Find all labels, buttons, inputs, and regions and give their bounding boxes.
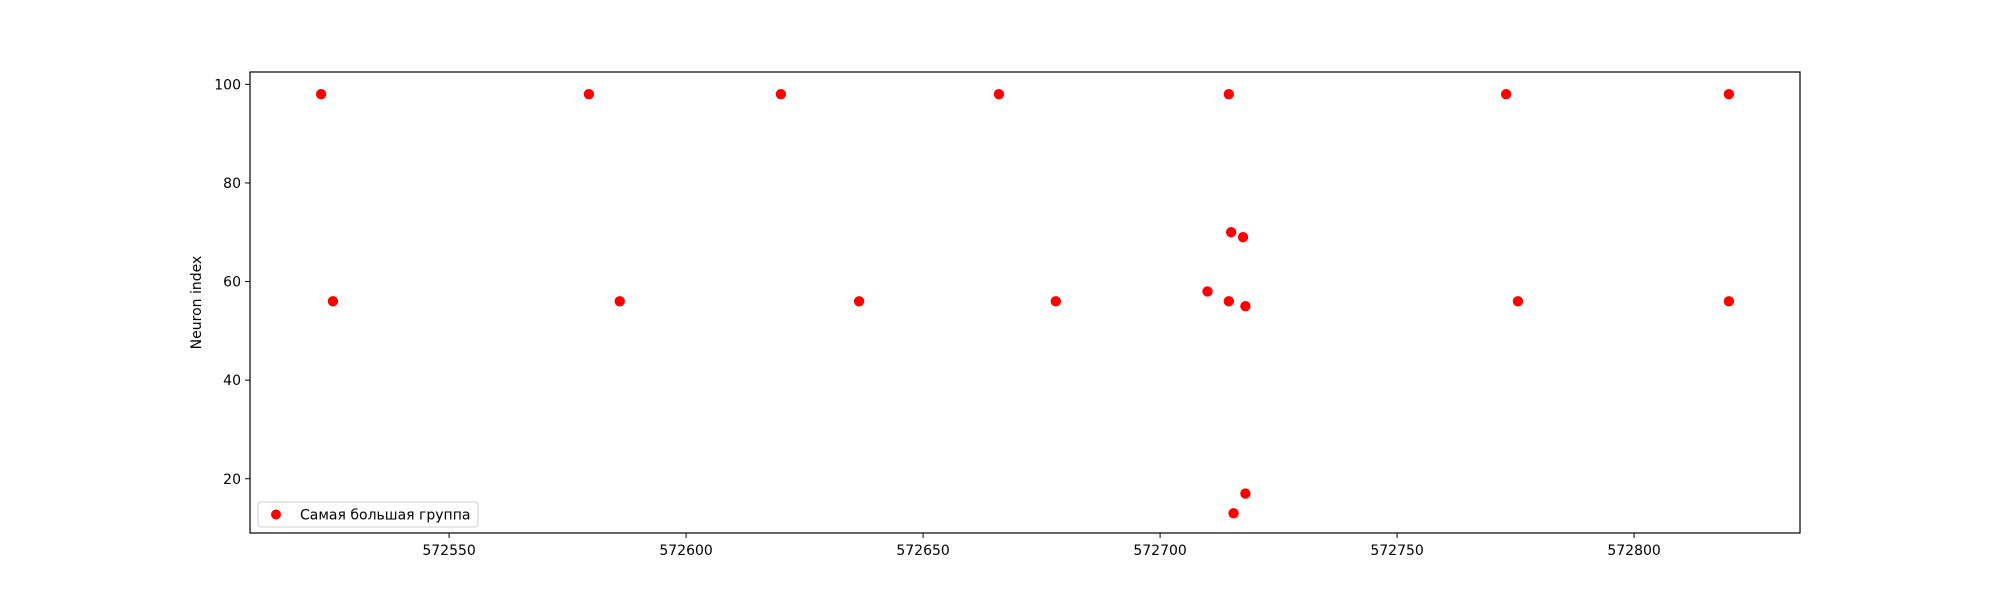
y-tick-label: 80 [223,176,241,192]
data-point [327,296,339,307]
legend-marker [271,509,281,520]
y-tick-label: 40 [223,373,241,389]
data-point [993,88,1005,100]
data-point [1723,296,1735,307]
data-point [315,88,327,100]
y-tick-label: 60 [223,275,241,291]
data-point [1240,300,1251,312]
x-axis-ticks: 572550 572600 572650 572700 572750 572800 [422,533,1661,559]
x-tick-label: 572650 [896,543,949,559]
data-point [1202,286,1213,297]
data-point [1223,296,1235,307]
data-point [1237,231,1249,243]
data-point [614,296,625,307]
y-axis-label: Neuron index [189,256,205,350]
data-point [1050,296,1062,307]
x-tick-label: 572700 [1133,543,1186,559]
data-point [853,296,865,307]
data-point [1228,508,1239,519]
plot-area-frame [249,71,1801,534]
data-point [1223,88,1235,100]
data-point [1512,296,1524,307]
legend: Самая большая группа [257,501,479,528]
legend-box [257,501,479,528]
x-tick-label: 572600 [659,543,712,559]
x-tick-label: 572800 [1607,543,1660,559]
x-tick-label: 572550 [422,543,475,559]
data-point [583,88,595,100]
data-point [1240,488,1251,499]
data-point [1500,88,1512,100]
data-point [1225,227,1237,238]
data-point [1723,88,1735,100]
data-point [775,88,787,100]
legend-label: Самая большая группа [300,508,470,524]
y-axis-ticks: 20 40 60 80 100 [214,77,250,488]
y-tick-label: 20 [223,472,241,488]
data-points [315,88,1735,519]
x-tick-label: 572750 [1370,543,1423,559]
y-tick-label: 100 [214,77,241,93]
